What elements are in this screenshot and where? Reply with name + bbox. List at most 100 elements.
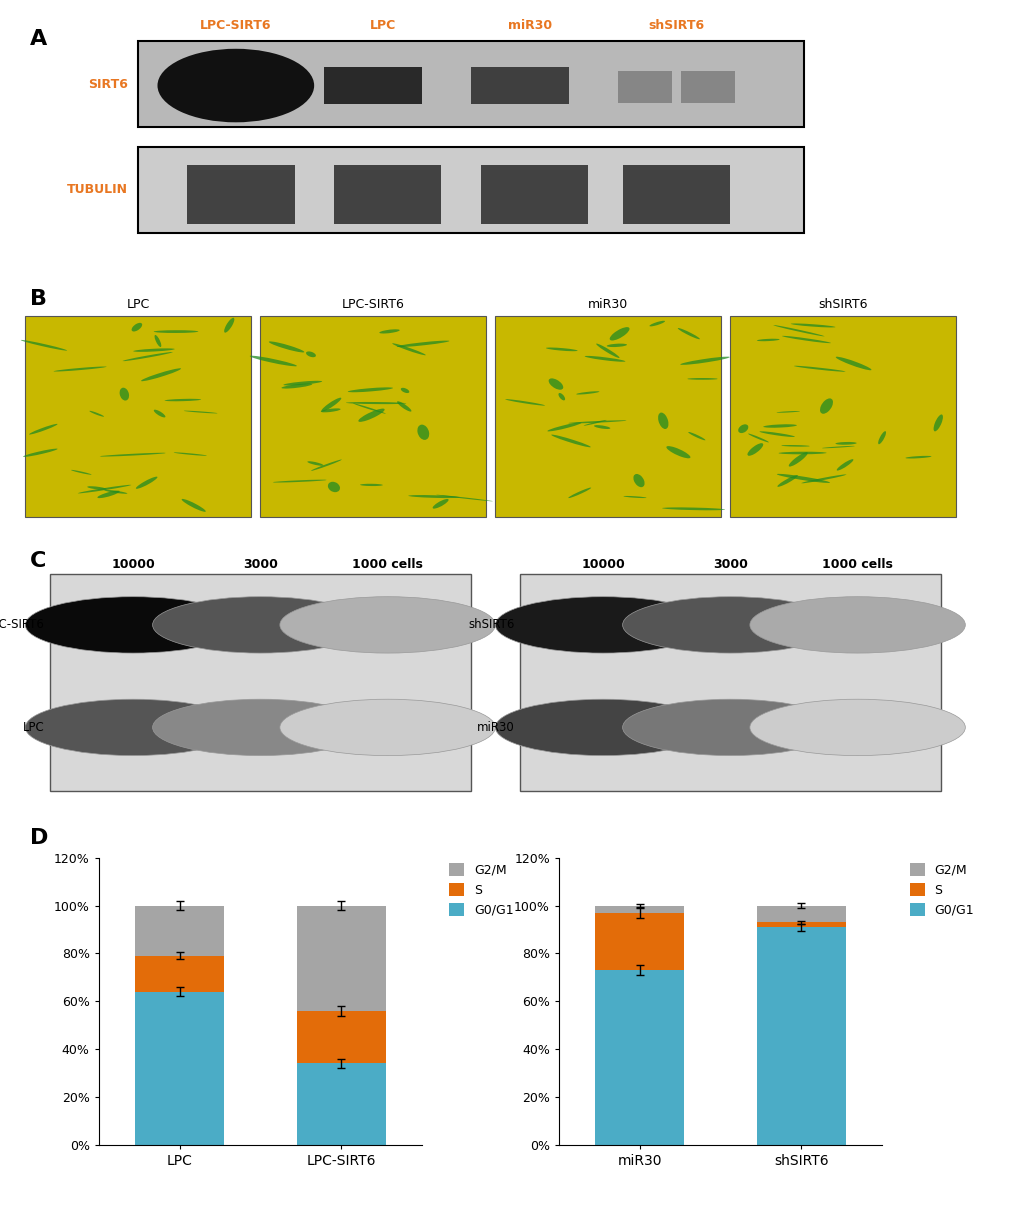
- Ellipse shape: [141, 369, 181, 381]
- Bar: [756, 906, 845, 922]
- Ellipse shape: [790, 324, 835, 328]
- Ellipse shape: [623, 496, 646, 499]
- Bar: [297, 1010, 385, 1064]
- Ellipse shape: [327, 482, 339, 492]
- Ellipse shape: [905, 456, 930, 459]
- Ellipse shape: [576, 392, 599, 394]
- Ellipse shape: [307, 461, 323, 466]
- Ellipse shape: [104, 490, 127, 494]
- Ellipse shape: [649, 320, 664, 326]
- Circle shape: [279, 597, 495, 653]
- Ellipse shape: [157, 49, 314, 123]
- Text: 1000 cells: 1000 cells: [352, 558, 423, 571]
- Ellipse shape: [154, 330, 198, 334]
- Ellipse shape: [88, 486, 107, 490]
- Ellipse shape: [392, 343, 425, 355]
- Bar: [730, 315, 955, 517]
- Ellipse shape: [583, 420, 606, 426]
- Ellipse shape: [122, 352, 172, 361]
- Ellipse shape: [606, 343, 627, 347]
- Bar: [681, 70, 735, 103]
- Ellipse shape: [358, 409, 384, 422]
- Text: B: B: [31, 289, 47, 308]
- Ellipse shape: [793, 366, 845, 371]
- Bar: [471, 67, 569, 104]
- Circle shape: [622, 597, 838, 653]
- Legend: G2/M, S, G0/G1: G2/M, S, G0/G1: [904, 859, 978, 922]
- Circle shape: [622, 699, 838, 756]
- Bar: [618, 70, 671, 103]
- Text: LPC-SIRT6: LPC-SIRT6: [0, 619, 45, 632]
- Ellipse shape: [661, 507, 725, 511]
- Text: 10000: 10000: [111, 558, 155, 571]
- Ellipse shape: [321, 398, 341, 411]
- Text: 3000: 3000: [243, 558, 277, 571]
- Ellipse shape: [154, 410, 165, 417]
- Text: miR30: miR30: [587, 297, 628, 311]
- Ellipse shape: [155, 335, 161, 347]
- Circle shape: [25, 699, 240, 756]
- Ellipse shape: [545, 348, 577, 352]
- Ellipse shape: [353, 403, 385, 414]
- Text: shSIRT6: shSIRT6: [817, 297, 867, 311]
- Ellipse shape: [801, 474, 846, 483]
- Ellipse shape: [688, 432, 705, 440]
- Ellipse shape: [20, 340, 67, 351]
- Ellipse shape: [396, 402, 411, 411]
- Bar: [520, 574, 940, 791]
- Ellipse shape: [738, 425, 748, 433]
- Ellipse shape: [747, 443, 762, 456]
- Text: TUBULIN: TUBULIN: [67, 183, 128, 197]
- Ellipse shape: [835, 357, 870, 370]
- Bar: [135, 956, 224, 992]
- Ellipse shape: [272, 479, 326, 483]
- Ellipse shape: [756, 338, 779, 341]
- Text: 3000: 3000: [712, 558, 747, 571]
- Ellipse shape: [97, 490, 119, 499]
- Ellipse shape: [119, 388, 129, 400]
- Text: shSIRT6: shSIRT6: [648, 18, 704, 32]
- Ellipse shape: [550, 434, 590, 448]
- Ellipse shape: [224, 318, 234, 332]
- Text: miR30: miR30: [477, 721, 515, 734]
- Circle shape: [25, 597, 240, 653]
- Bar: [480, 165, 588, 224]
- Ellipse shape: [835, 442, 856, 445]
- Ellipse shape: [90, 411, 104, 417]
- Bar: [756, 922, 845, 927]
- Bar: [495, 315, 719, 517]
- Circle shape: [495, 699, 710, 756]
- Ellipse shape: [678, 328, 699, 340]
- Ellipse shape: [133, 348, 174, 352]
- Ellipse shape: [436, 495, 492, 501]
- Ellipse shape: [345, 402, 406, 404]
- Ellipse shape: [320, 409, 340, 412]
- Ellipse shape: [417, 425, 429, 440]
- Bar: [595, 970, 684, 1145]
- Bar: [25, 315, 251, 517]
- Ellipse shape: [250, 355, 297, 366]
- Ellipse shape: [379, 329, 399, 334]
- Ellipse shape: [360, 484, 382, 486]
- Ellipse shape: [877, 431, 886, 444]
- Ellipse shape: [77, 485, 131, 494]
- Text: SIRT6: SIRT6: [89, 78, 128, 91]
- Bar: [186, 165, 294, 224]
- Ellipse shape: [164, 399, 201, 402]
- Ellipse shape: [100, 452, 166, 456]
- Ellipse shape: [548, 378, 562, 389]
- Ellipse shape: [269, 341, 304, 353]
- Ellipse shape: [609, 328, 629, 341]
- Ellipse shape: [932, 415, 942, 432]
- Legend: G2/M, S, G0/G1: G2/M, S, G0/G1: [444, 859, 519, 922]
- Text: LPC-SIRT6: LPC-SIRT6: [200, 18, 271, 32]
- Ellipse shape: [71, 469, 92, 474]
- Ellipse shape: [777, 451, 825, 455]
- Text: C: C: [31, 551, 47, 570]
- Circle shape: [279, 699, 495, 756]
- Ellipse shape: [311, 460, 341, 471]
- Ellipse shape: [54, 366, 106, 371]
- Text: miR30: miR30: [507, 18, 551, 32]
- Ellipse shape: [432, 499, 448, 508]
- Ellipse shape: [136, 477, 157, 489]
